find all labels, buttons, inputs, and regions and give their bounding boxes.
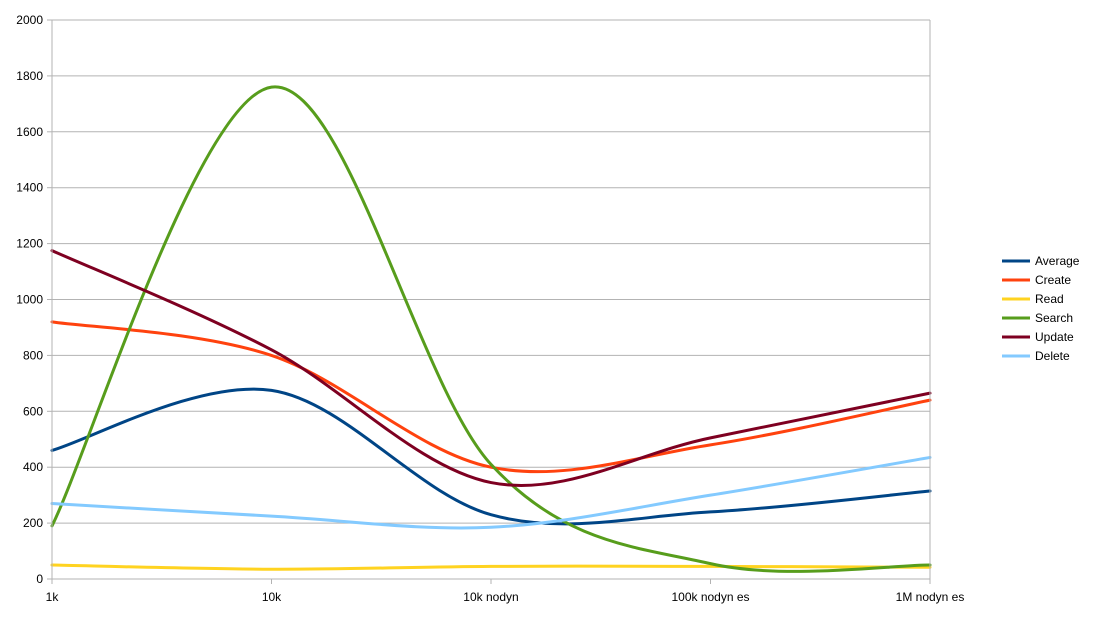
x-tick-label: 10k: [262, 590, 282, 604]
y-tick-label: 400: [23, 460, 43, 474]
series-lines: [50, 85, 932, 573]
series-line-read: [50, 563, 932, 571]
axes: 0 200 400 600 800 1000 1200 1400 1600 1800 2000 1k 1…: [16, 13, 964, 604]
y-tick-label: 1600: [16, 125, 43, 139]
series-line-search: [50, 85, 932, 573]
y-tick-label: 1800: [16, 69, 43, 83]
y-tick-label: 2000: [16, 13, 43, 27]
x-tick-label: 100k nodyn es: [671, 590, 749, 604]
x-tick-label: 1M nodyn es: [896, 590, 965, 604]
y-tick-label: 800: [23, 348, 43, 362]
y-tick-label: 1000: [16, 293, 43, 307]
y-tick-label: 0: [36, 572, 43, 586]
legend: Average Create Read Search Update Delete: [1002, 254, 1080, 363]
legend-label-update: Update: [1035, 330, 1074, 344]
y-tick-label: 600: [23, 404, 43, 418]
legend-label-average: Average: [1035, 254, 1080, 268]
series-line-average: [50, 387, 932, 526]
series-line-create: [50, 320, 932, 474]
legend-label-read: Read: [1035, 292, 1064, 306]
y-tick-label: 200: [23, 516, 43, 530]
series-line-delete: [50, 455, 932, 530]
x-tick-label: 10k nodyn: [463, 590, 518, 604]
legend-label-create: Create: [1035, 273, 1071, 287]
legend-label-search: Search: [1035, 311, 1073, 325]
y-tick-label: 1400: [16, 181, 43, 195]
y-tick-label: 1200: [16, 237, 43, 251]
grid: [52, 19, 930, 580]
legend-label-delete: Delete: [1035, 349, 1070, 363]
x-tick-label: 1k: [46, 590, 60, 604]
series-line-update: [50, 249, 932, 487]
